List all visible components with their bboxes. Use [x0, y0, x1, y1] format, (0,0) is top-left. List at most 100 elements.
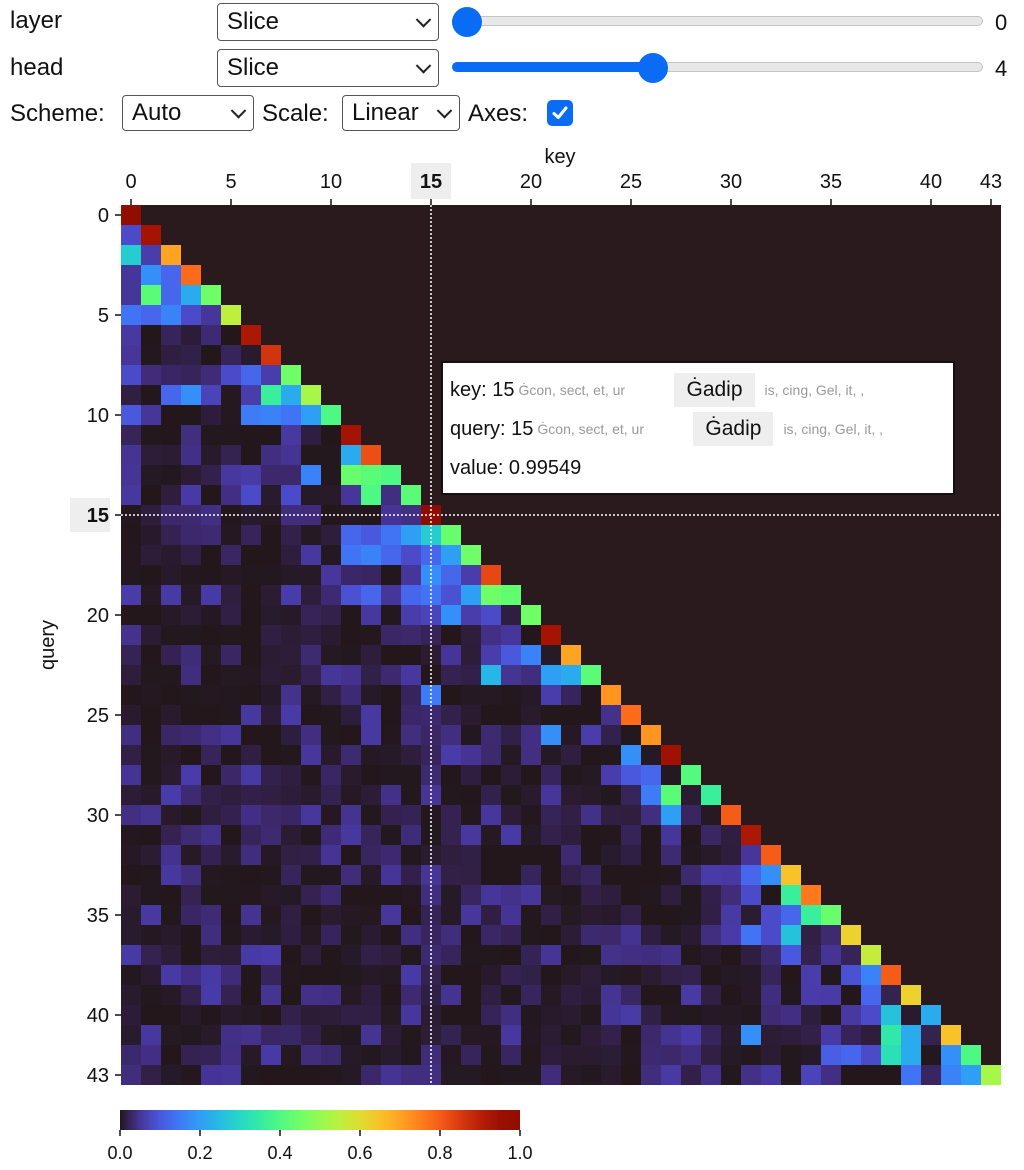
heatmap-cell[interactable] [181, 865, 201, 885]
heatmap-cell[interactable] [361, 785, 381, 805]
heatmap-cell[interactable] [501, 865, 521, 885]
heatmap-cell[interactable] [781, 1065, 801, 1085]
heatmap-cell[interactable] [341, 605, 361, 625]
heatmap-cell[interactable] [721, 965, 741, 985]
heatmap-cell[interactable] [721, 905, 741, 925]
heatmap-cell[interactable] [361, 645, 381, 665]
heatmap-cell[interactable] [481, 625, 501, 645]
heatmap-cell[interactable] [561, 1045, 581, 1065]
scheme-select[interactable]: Auto [122, 95, 254, 131]
heatmap-cell[interactable] [401, 485, 421, 505]
heatmap-cell[interactable] [301, 765, 321, 785]
heatmap-cell[interactable] [121, 845, 141, 865]
heatmap-cell[interactable] [401, 825, 421, 845]
heatmap-cell[interactable] [181, 905, 201, 925]
attention-heatmap[interactable]: 0510152025303540430510152025303540431515… [0, 135, 1024, 1170]
heatmap-cell[interactable] [641, 785, 661, 805]
heatmap-cell[interactable] [181, 525, 201, 545]
heatmap-cell[interactable] [741, 865, 761, 885]
heatmap-cell[interactable] [361, 465, 381, 485]
heatmap-cell[interactable] [401, 965, 421, 985]
heatmap-cell[interactable] [541, 885, 561, 905]
heatmap-cell[interactable] [721, 1045, 741, 1065]
heatmap-cell[interactable] [121, 945, 141, 965]
heatmap-cell[interactable] [501, 605, 521, 625]
heatmap-cell[interactable] [121, 925, 141, 945]
heatmap-cell[interactable] [161, 525, 181, 545]
heatmap-cell[interactable] [521, 725, 541, 745]
heatmap-cell[interactable] [161, 925, 181, 945]
heatmap-cell[interactable] [801, 1005, 821, 1025]
heatmap-cell[interactable] [281, 965, 301, 985]
heatmap-cell[interactable] [161, 805, 181, 825]
heatmap-cell[interactable] [321, 985, 341, 1005]
heatmap-cell[interactable] [501, 625, 521, 645]
heatmap-cell[interactable] [301, 545, 321, 565]
heatmap-cell[interactable] [121, 325, 141, 345]
heatmap-cell[interactable] [821, 965, 841, 985]
heatmap-cell[interactable] [441, 805, 461, 825]
heatmap-cell[interactable] [221, 465, 241, 485]
heatmap-cell[interactable] [821, 1045, 841, 1065]
heatmap-cell[interactable] [281, 845, 301, 865]
heatmap-cell[interactable] [141, 705, 161, 725]
heatmap-cell[interactable] [421, 745, 441, 765]
heatmap-cell[interactable] [261, 605, 281, 625]
heatmap-cell[interactable] [141, 1005, 161, 1025]
heatmap-cell[interactable] [561, 805, 581, 825]
heatmap-cell[interactable] [341, 705, 361, 725]
heatmap-cell[interactable] [901, 1005, 921, 1025]
heatmap-cell[interactable] [121, 1045, 141, 1065]
heatmap-cell[interactable] [261, 565, 281, 585]
heatmap-cell[interactable] [261, 865, 281, 885]
heatmap-cell[interactable] [121, 245, 141, 265]
heatmap-cell[interactable] [241, 585, 261, 605]
heatmap-cell[interactable] [401, 565, 421, 585]
heatmap-cell[interactable] [781, 1005, 801, 1025]
heatmap-cell[interactable] [241, 1025, 261, 1045]
heatmap-cell[interactable] [661, 1065, 681, 1085]
heatmap-cell[interactable] [761, 845, 781, 865]
heatmap-cell[interactable] [481, 865, 501, 885]
heatmap-cell[interactable] [121, 765, 141, 785]
heatmap-cell[interactable] [221, 845, 241, 865]
heatmap-cell[interactable] [561, 705, 581, 725]
heatmap-cell[interactable] [501, 1045, 521, 1065]
heatmap-cell[interactable] [121, 625, 141, 645]
heatmap-cell[interactable] [481, 725, 501, 745]
heatmap-cell[interactable] [161, 405, 181, 425]
heatmap-cell[interactable] [621, 745, 641, 765]
heatmap-cell[interactable] [381, 965, 401, 985]
heatmap-cell[interactable] [301, 525, 321, 545]
heatmap-cell[interactable] [261, 645, 281, 665]
heatmap-cell[interactable] [441, 845, 461, 865]
heatmap-cell[interactable] [241, 385, 261, 405]
heatmap-cell[interactable] [281, 605, 301, 625]
heatmap-cell[interactable] [601, 1025, 621, 1045]
heatmap-cell[interactable] [281, 685, 301, 705]
heatmap-cell[interactable] [201, 885, 221, 905]
heatmap-cell[interactable] [641, 1025, 661, 1045]
heatmap-cell[interactable] [121, 485, 141, 505]
heatmap-cell[interactable] [301, 965, 321, 985]
heatmap-cell[interactable] [201, 325, 221, 345]
heatmap-cell[interactable] [681, 965, 701, 985]
heatmap-cell[interactable] [481, 1065, 501, 1085]
heatmap-cell[interactable] [741, 1045, 761, 1065]
heatmap-cell[interactable] [761, 965, 781, 985]
heatmap-cell[interactable] [821, 925, 841, 945]
heatmap-cell[interactable] [561, 745, 581, 765]
heatmap-cell[interactable] [141, 985, 161, 1005]
heatmap-cell[interactable] [221, 965, 241, 985]
heatmap-cell[interactable] [461, 625, 481, 645]
heatmap-cell[interactable] [421, 1045, 441, 1065]
heatmap-cell[interactable] [521, 765, 541, 785]
heatmap-cell[interactable] [261, 545, 281, 565]
heatmap-cell[interactable] [501, 905, 521, 925]
heatmap-cell[interactable] [161, 725, 181, 745]
heatmap-cell[interactable] [241, 605, 261, 625]
heatmap-cell[interactable] [341, 865, 361, 885]
heatmap-cell[interactable] [181, 985, 201, 1005]
heatmap-cell[interactable] [641, 945, 661, 965]
heatmap-cell[interactable] [521, 985, 541, 1005]
